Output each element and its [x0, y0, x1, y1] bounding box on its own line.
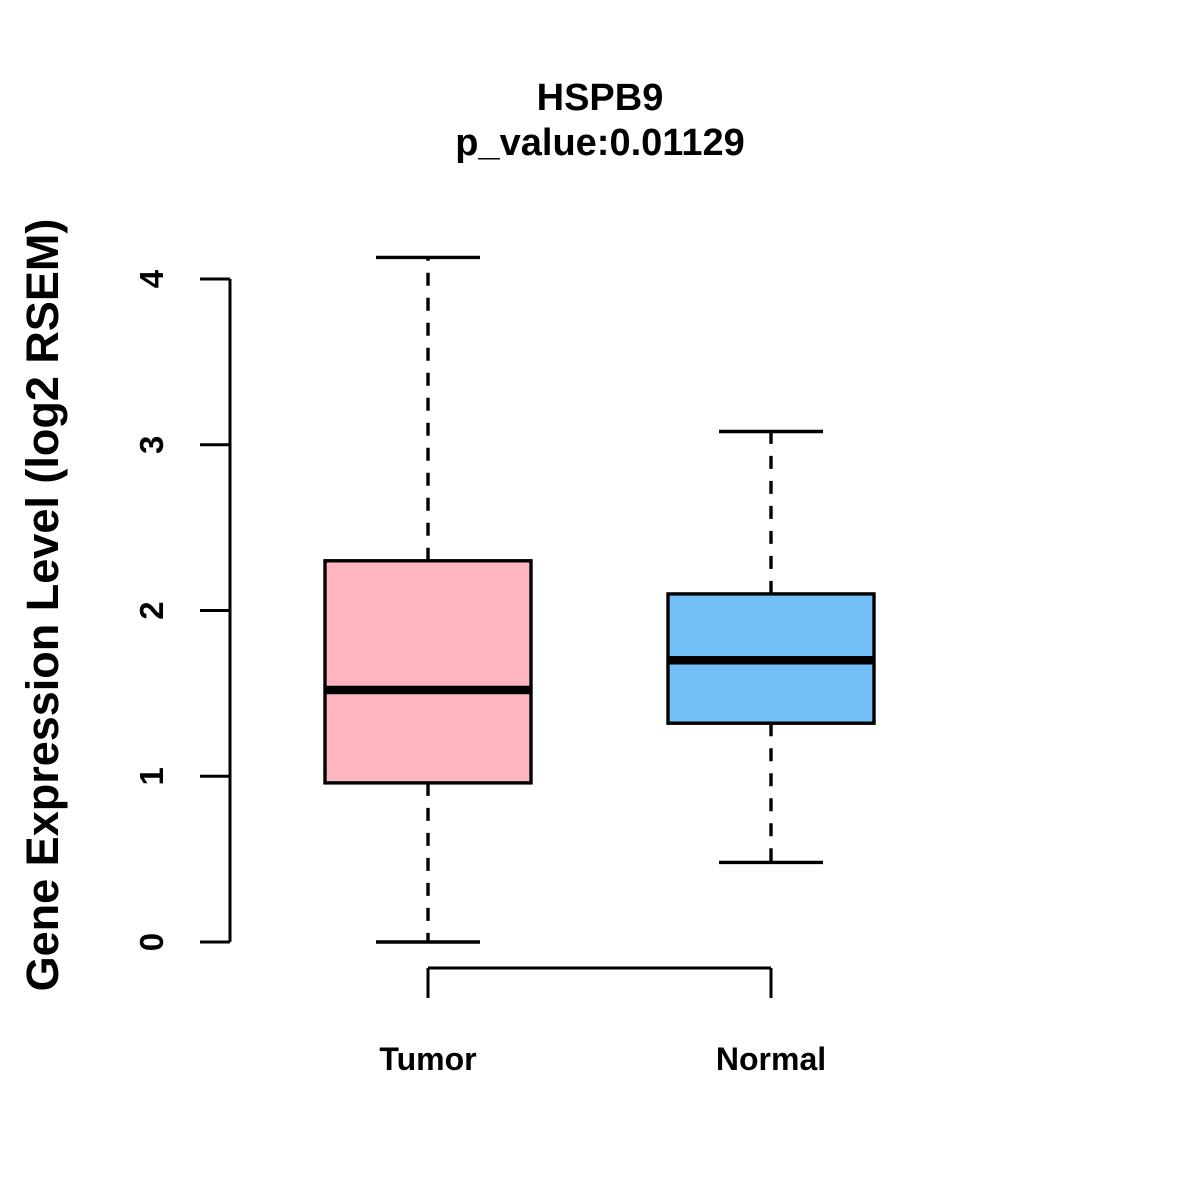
- chart-subtitle-pvalue: p_value:0.01129: [455, 122, 744, 164]
- x-axis-bracket: [426, 966, 773, 998]
- category-label-tumor: Tumor: [379, 1041, 476, 1077]
- category-label-normal: Normal: [716, 1041, 826, 1077]
- y-axis-tick-label: 4: [133, 269, 170, 288]
- y-axis-title: Gene Expression Level (log2 RSEM): [17, 219, 68, 992]
- y-axis-tick-label: 0: [133, 933, 170, 951]
- y-axis: 0 1 2 3 4: [133, 269, 232, 951]
- iqr-box: [323, 559, 533, 785]
- box-normal: [666, 429, 876, 865]
- chart-title: HSPB9: [537, 77, 664, 119]
- y-axis-tick-label: 1: [133, 767, 170, 785]
- y-axis-tick-label: 2: [133, 601, 170, 619]
- category-labels: Tumor Normal: [379, 1041, 826, 1077]
- boxplot-boxes: [323, 255, 876, 944]
- y-axis-tick-label: 3: [133, 436, 170, 454]
- box-tumor: [323, 255, 533, 944]
